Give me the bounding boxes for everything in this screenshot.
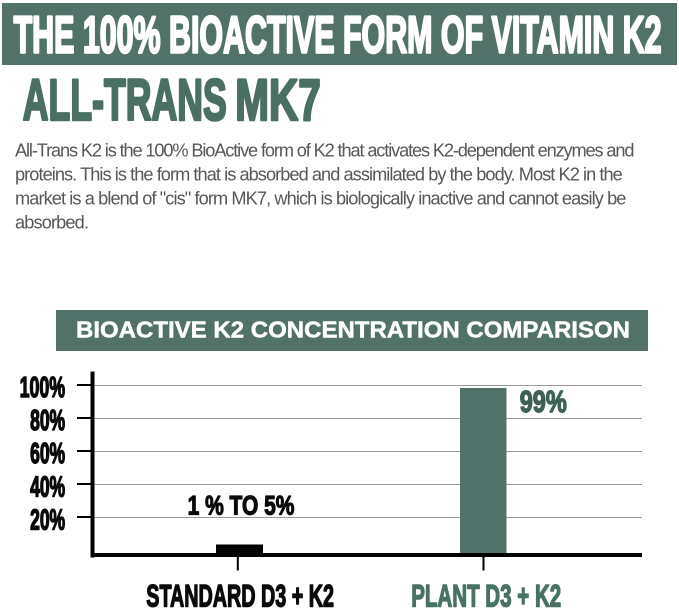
svg-text:20%: 20% [30,504,65,536]
svg-text:MK7: MK7 [235,68,320,133]
svg-text:100%: 100% [20,372,66,404]
svg-text:proteins. This is the form tha: proteins. This is the form that is absor… [15,165,623,185]
svg-text:60%: 60% [30,438,65,470]
svg-text:BIOACTIVE K2 CONCENTRATION COM: BIOACTIVE K2 CONCENTRATION COMPARISON [76,317,630,343]
svg-text:ALL-TRANS: ALL-TRANS [23,68,227,133]
svg-text:40%: 40% [30,471,65,503]
svg-text:1 % TO 5%: 1 % TO 5% [188,490,295,520]
svg-text:PLANT D3 + K2: PLANT D3 + K2 [411,579,561,613]
svg-text:absorbed.: absorbed. [15,213,89,233]
svg-text:STANDARD D3 + K2: STANDARD D3 + K2 [146,579,334,613]
svg-text:market is a blend of "cis" for: market is a blend of "cis" form MK7, whi… [15,189,626,209]
svg-text:80%: 80% [30,405,65,437]
svg-text:All-Trans K2 is the 100% BioAc: All-Trans K2 is the 100% BioActive form … [15,141,634,161]
svg-text:THE 100% BIOACTIVE FORM OF VIT: THE 100% BIOACTIVE FORM OF VITAMIN K2 [14,6,662,64]
svg-text:99%: 99% [520,386,567,419]
